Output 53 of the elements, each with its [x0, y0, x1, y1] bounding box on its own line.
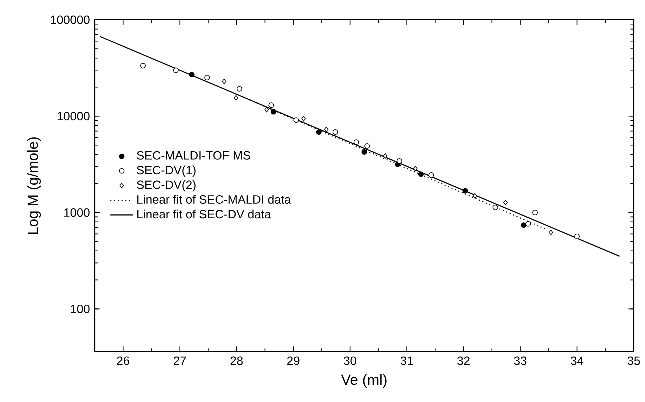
y-tick-label: 1000	[64, 208, 90, 218]
point	[492, 204, 498, 210]
point	[324, 126, 329, 132]
point	[383, 154, 388, 159]
point	[396, 158, 402, 164]
x-tick-label: 27	[174, 356, 186, 366]
point	[504, 200, 508, 206]
legend-label: Linear fit of SEC-DV data	[138, 210, 272, 219]
point	[222, 78, 226, 84]
y-axis-title: Log M (g/mole)	[27, 138, 42, 234]
x-tick-label: 31	[400, 356, 414, 366]
point	[418, 172, 424, 178]
point	[140, 63, 146, 69]
point	[428, 172, 434, 178]
point	[316, 130, 322, 136]
x-tick-label: 35	[628, 356, 640, 366]
x-axis-title: Ve (ml)	[341, 374, 387, 388]
point	[532, 210, 538, 216]
x-tick-label: 30	[344, 356, 357, 366]
point	[173, 68, 179, 74]
point	[549, 230, 554, 236]
point	[413, 166, 418, 172]
point	[204, 75, 210, 81]
point	[189, 72, 195, 78]
legend-label: SEC-DV(1)	[137, 166, 196, 177]
legend-label: Linear fit of SEC-MALDI data	[138, 195, 292, 204]
x-tick-label: 32	[458, 356, 470, 366]
point	[462, 188, 468, 194]
point	[264, 107, 270, 113]
point	[354, 140, 360, 146]
point	[574, 234, 580, 240]
point	[268, 102, 274, 108]
point	[332, 130, 338, 136]
point	[294, 118, 300, 124]
x-tick-label: 34	[571, 356, 584, 366]
point	[473, 193, 478, 199]
x-tick-label: 28	[230, 356, 243, 366]
x-tick-label: 33	[514, 356, 527, 366]
y-tick-label: 10000	[58, 112, 90, 121]
x-tick-label: 26	[117, 356, 130, 366]
legend-label: SEC-MALDI-TOF MS	[137, 151, 250, 160]
point	[236, 86, 242, 92]
point	[521, 222, 527, 228]
point	[234, 95, 238, 101]
point	[302, 116, 306, 122]
y-tick-label: 100000	[51, 16, 90, 24]
legend-label: SEC-DV(2)	[137, 180, 196, 192]
point	[364, 144, 370, 149]
point	[526, 221, 532, 227]
point	[270, 109, 276, 115]
x-tick-label: 29	[288, 356, 300, 366]
point	[362, 149, 368, 155]
y-tick-label: 100	[71, 304, 90, 314]
